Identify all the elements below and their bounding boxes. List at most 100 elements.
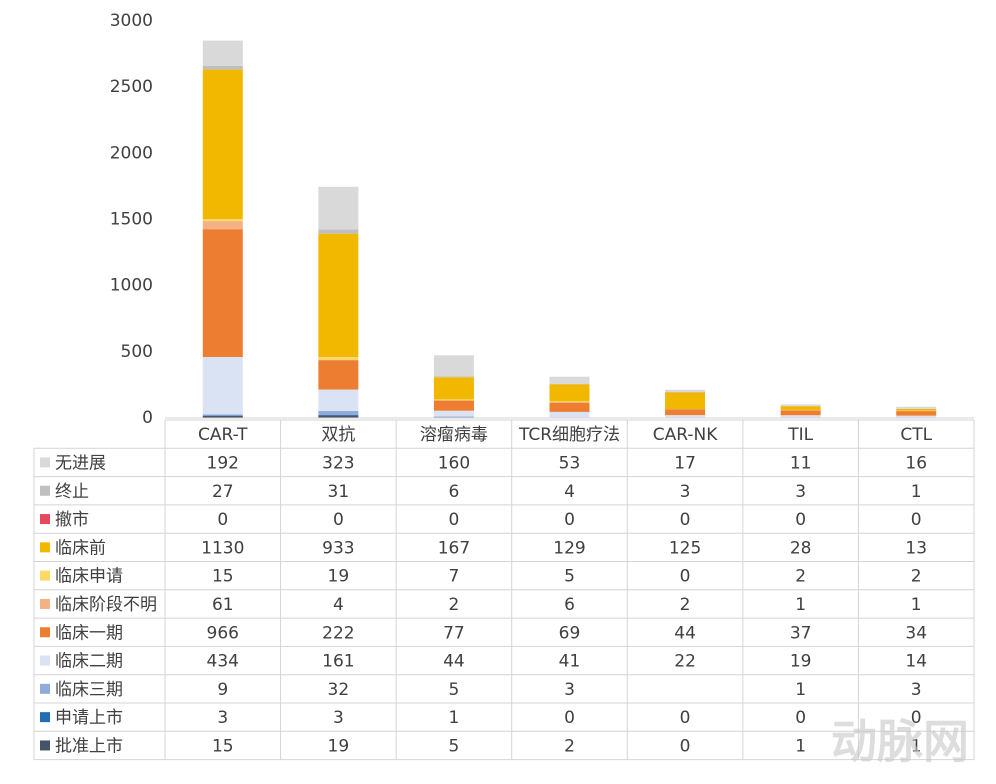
table-value: 0: [564, 708, 575, 728]
table-value: 3: [680, 482, 691, 502]
bar-segment: [896, 415, 937, 418]
table-value: 3: [911, 680, 922, 700]
y-tick-label: 1000: [110, 276, 153, 296]
bar-segment: [202, 356, 243, 415]
table-value: 323: [322, 453, 354, 473]
bar-segment: [202, 40, 243, 66]
table-value: 4: [333, 595, 344, 615]
bar-segment: [318, 186, 359, 230]
table-value: 0: [680, 510, 691, 530]
bar-segment: [433, 399, 474, 401]
legend-swatch: [40, 542, 50, 553]
bar-segment: [318, 233, 359, 358]
table-value: 3: [333, 708, 344, 728]
table-value: 0: [911, 510, 922, 530]
table-value: 2: [911, 567, 922, 587]
table-value: 3: [217, 708, 228, 728]
table-value: 19: [790, 652, 812, 672]
bar-segment: [549, 384, 590, 402]
bar-segment: [318, 415, 359, 418]
legend-label: 临床三期: [55, 680, 123, 700]
bar-segment: [665, 389, 706, 393]
table-value: 161: [322, 652, 354, 672]
table-value: 0: [564, 510, 575, 530]
bar-segment: [780, 415, 821, 418]
table-value: 4: [564, 482, 575, 502]
legend-swatch: [40, 485, 50, 496]
bar-segment: [202, 221, 243, 230]
bar-segment: [780, 404, 821, 406]
x-tick-label: CTL: [900, 425, 932, 445]
table-value: 2: [449, 595, 460, 615]
legend-swatch: [40, 514, 50, 525]
bar-segment: [549, 401, 590, 403]
legend-label: 申请上市: [55, 708, 123, 728]
bar-segment: [433, 377, 474, 400]
table-value: 167: [438, 538, 470, 558]
table-value: 16: [905, 453, 927, 473]
table-value: 34: [905, 623, 927, 643]
x-tick-label: CAR-NK: [653, 425, 718, 445]
y-tick-label: 0: [142, 408, 153, 428]
bar-segment: [665, 409, 706, 416]
table-value: 192: [207, 453, 239, 473]
table-value: 0: [680, 567, 691, 587]
bar-segment: [433, 416, 474, 418]
bar-segment: [202, 69, 243, 220]
table-value: 1: [795, 680, 806, 700]
table-value: 44: [443, 652, 465, 672]
table-value: 160: [438, 453, 470, 473]
watermark: 动脉网: [831, 715, 969, 769]
table-value: 19: [328, 567, 350, 587]
bar-segment: [318, 410, 359, 416]
bar-segment: [433, 355, 474, 377]
table-value: 0: [795, 510, 806, 530]
bar-segment: [202, 65, 243, 70]
x-tick-label: TIL: [787, 425, 813, 445]
table-value: 1: [911, 482, 922, 502]
legend-swatch: [40, 683, 50, 694]
table-value: 1: [795, 736, 806, 756]
table-value: 17: [674, 453, 696, 473]
bar-segment: [549, 402, 590, 412]
table-value: 41: [559, 652, 581, 672]
bar-segment: [318, 360, 359, 390]
table-value: 0: [795, 708, 806, 728]
table-value: 2: [795, 567, 806, 587]
bar-segment: [433, 400, 474, 411]
legend-swatch: [40, 598, 50, 609]
bar-segment: [665, 392, 706, 410]
legend-label: 临床前: [55, 538, 106, 558]
y-tick-label: 2000: [110, 143, 153, 163]
table-value: 0: [217, 510, 228, 530]
x-tick-label: TCR细胞疗法: [518, 425, 620, 445]
bar-segment: [202, 416, 243, 418]
table-value: 5: [449, 680, 460, 700]
table-value: 0: [449, 510, 460, 530]
table-value: 1130: [201, 538, 244, 558]
bar-segment: [202, 229, 243, 357]
table-value: 7: [449, 567, 460, 587]
bar-segment: [549, 411, 590, 418]
y-tick-label: 1500: [110, 210, 153, 230]
x-tick-label: CAR-T: [198, 425, 248, 445]
table-value: 77: [443, 623, 465, 643]
legend-swatch: [40, 740, 50, 751]
table-value: 15: [212, 736, 234, 756]
legend-swatch: [40, 457, 50, 468]
table-value: 28: [790, 538, 812, 558]
table-value: 5: [564, 567, 575, 587]
table-value: 125: [669, 538, 701, 558]
bar-segment: [896, 411, 937, 416]
table-value: 0: [911, 708, 922, 728]
table-value: 222: [322, 623, 354, 643]
table-value: 3: [795, 482, 806, 502]
bar-segment: [549, 383, 590, 385]
bar-segment: [202, 414, 243, 416]
table-value: 11: [790, 453, 812, 473]
table-value: 1: [911, 595, 922, 615]
table-value: 2: [680, 595, 691, 615]
table-value: 129: [553, 538, 585, 558]
table-value: 19: [328, 736, 350, 756]
